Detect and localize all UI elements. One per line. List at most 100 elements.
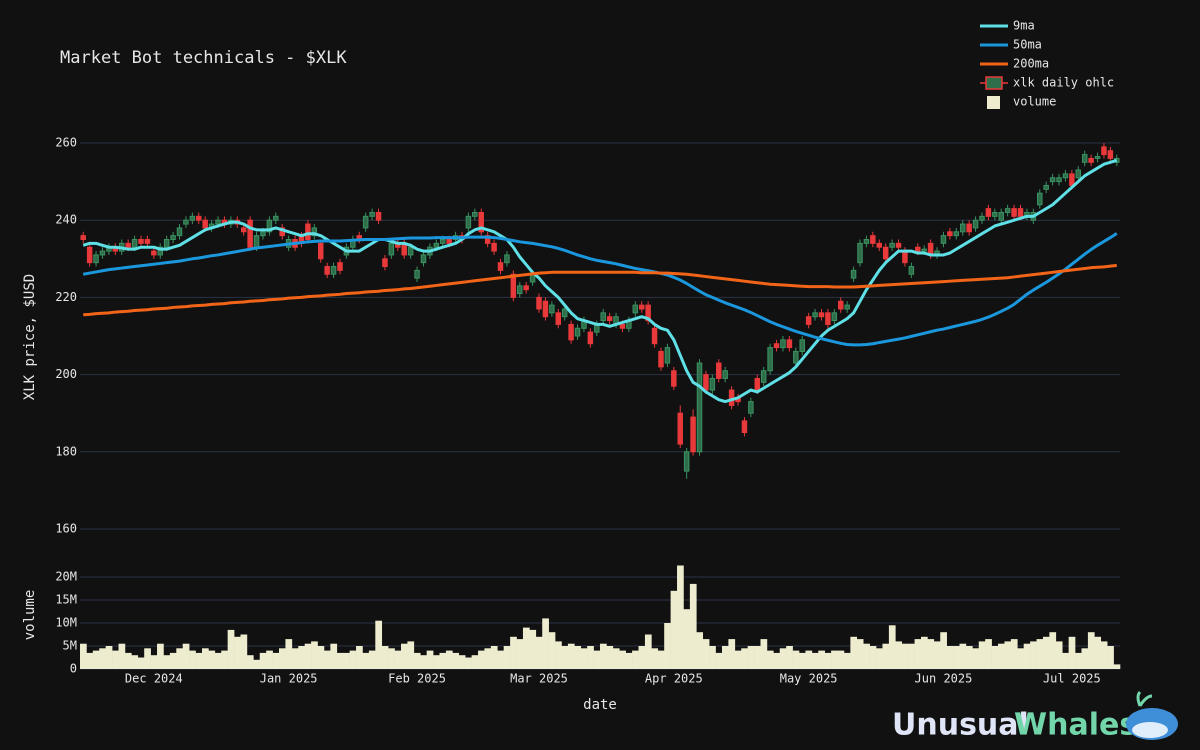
candle-body: [202, 219, 208, 229]
candle-body: [337, 262, 343, 271]
volume-bar: [433, 655, 440, 669]
volume-bar: [1004, 641, 1012, 669]
volume-bar: [240, 634, 248, 669]
candle-body: [324, 266, 330, 275]
candle-body: [151, 250, 157, 256]
x-tick-label: Apr 2025: [645, 672, 703, 686]
candle-body: [266, 219, 273, 233]
candle-body: [754, 377, 761, 391]
candle-body: [837, 300, 844, 310]
volume-bar: [1087, 632, 1095, 669]
candle-body: [703, 374, 709, 391]
volume-bar: [805, 650, 813, 669]
volume-bar: [625, 652, 633, 669]
volume-bar: [600, 643, 607, 669]
volume-bar: [490, 646, 498, 669]
volume-bar: [863, 643, 870, 669]
candle-body: [484, 235, 491, 244]
yticks-label: 240: [55, 213, 77, 227]
volume-bar: [234, 636, 241, 669]
volume-bar: [246, 655, 254, 669]
candle-body: [1004, 208, 1011, 213]
volume-bar: [394, 650, 402, 669]
volume-bar: [972, 648, 980, 669]
candle-body: [362, 215, 369, 229]
candle-body: [260, 231, 266, 237]
ma-line: [83, 263, 1117, 317]
ma-line: [82, 158, 1118, 404]
candle-body: [992, 211, 998, 217]
legend-label: 50ma: [1013, 38, 1042, 52]
volume-bar: [985, 639, 992, 669]
legend-label: 200ma: [1013, 57, 1049, 71]
volume-bar: [105, 646, 113, 669]
volume-bar: [638, 646, 646, 669]
volume-bar: [189, 650, 196, 669]
candle-body: [561, 308, 568, 318]
candle-body: [1075, 169, 1082, 179]
candle-body: [716, 362, 722, 379]
volume-bar: [978, 641, 986, 669]
candle-body: [812, 312, 818, 318]
volume-bar: [400, 643, 408, 669]
candle-body: [273, 215, 279, 221]
volume-bar: [1042, 636, 1050, 669]
candle-body: [767, 347, 773, 372]
x-tick-label: Jul 2025: [1043, 672, 1101, 686]
volume-bar: [304, 643, 312, 669]
candle-body: [921, 248, 927, 252]
volume-bar: [1010, 639, 1018, 669]
volume-bar: [144, 648, 151, 669]
candle-body: [953, 231, 960, 237]
volume-bar: [362, 652, 370, 669]
volume-bar: [856, 639, 864, 669]
candle-body: [93, 254, 99, 264]
candle-body: [780, 339, 786, 349]
volume-bar: [1068, 636, 1076, 669]
volume-bar: [561, 646, 569, 669]
candle-body: [407, 246, 414, 256]
volume-bar: [843, 652, 851, 669]
volume-bar: [407, 641, 415, 669]
volume-bar: [163, 655, 171, 669]
y2-axis-title: volume: [22, 590, 38, 641]
candle-body: [138, 239, 144, 244]
candle-body: [1043, 184, 1049, 190]
legend-label: 9ma: [1013, 19, 1035, 33]
volume-bar: [606, 646, 614, 669]
ma-line: [82, 232, 1118, 347]
candle-body: [189, 215, 196, 221]
y-axis-title: XLK price, $USD: [22, 274, 38, 400]
volume-bar: [112, 650, 119, 669]
candle-body: [497, 262, 504, 271]
volume-bar: [1062, 652, 1069, 669]
candle-body: [844, 304, 850, 310]
yticks-label: 220: [55, 290, 77, 304]
y2ticks-label: 20M: [55, 570, 77, 584]
volume-bar: [375, 620, 383, 669]
candle-body: [183, 219, 189, 225]
volume-bar: [882, 643, 890, 669]
candle-body: [1062, 173, 1069, 179]
volume-bar: [452, 652, 460, 669]
x-axis-title: date: [583, 697, 617, 713]
candle-body: [915, 246, 921, 252]
volume-bar: [895, 641, 903, 669]
volume-bar: [80, 643, 87, 669]
volume-bar: [279, 648, 286, 669]
volume-bar: [259, 652, 267, 669]
legend-swatch: [985, 76, 1003, 90]
candle-body: [690, 416, 696, 453]
volume-bar: [728, 639, 736, 669]
volume-bar: [953, 646, 960, 669]
candle-body: [638, 304, 645, 310]
candle-body: [786, 339, 793, 349]
candle-body: [375, 211, 382, 221]
volume-bar: [593, 650, 601, 669]
volume-bar: [420, 655, 427, 669]
volume-bar: [651, 648, 659, 669]
whale-belly: [1132, 722, 1168, 738]
volume-bar: [644, 634, 652, 669]
volume-bar: [850, 636, 858, 669]
